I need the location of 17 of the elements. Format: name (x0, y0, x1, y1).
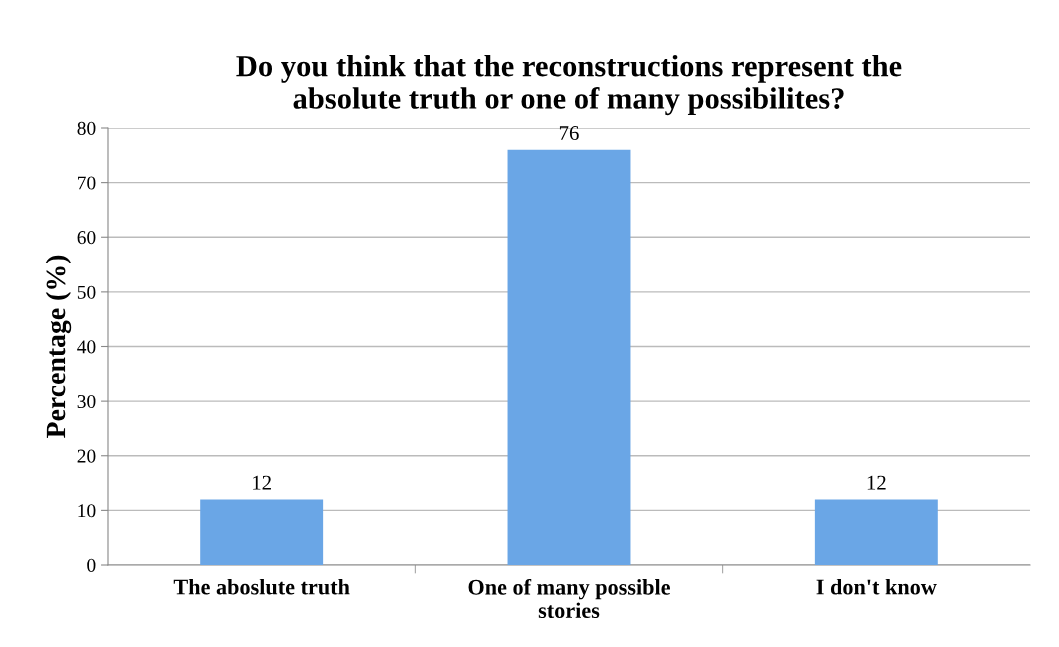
chart-title: Do you think that the reconstructions represent the absolute truth or one of many possibilites? (236, 54, 902, 116)
y-tick-label: 0 (87, 558, 96, 572)
data-label: 76 (559, 126, 579, 141)
y-tick-label: 80 (77, 121, 96, 135)
x-tick-label: I don't know (816, 578, 937, 595)
data-label: 12 (253, 475, 271, 490)
y-tick-label: 60 (77, 231, 96, 245)
y-tick-label: 70 (78, 176, 96, 190)
y-tick-label: 10 (78, 504, 96, 518)
y-tick-label: 30 (77, 394, 96, 409)
x-tick-label: One of many possible stories (468, 578, 670, 619)
x-tick-label: The aboslute truth (173, 578, 350, 595)
y-axis-title: Percentage (%) (45, 255, 72, 438)
y-tick-label: 50 (77, 285, 96, 299)
y-tick-label: 40 (77, 340, 96, 354)
data-label: 12 (867, 475, 886, 490)
y-tick-label: 20 (77, 449, 96, 463)
